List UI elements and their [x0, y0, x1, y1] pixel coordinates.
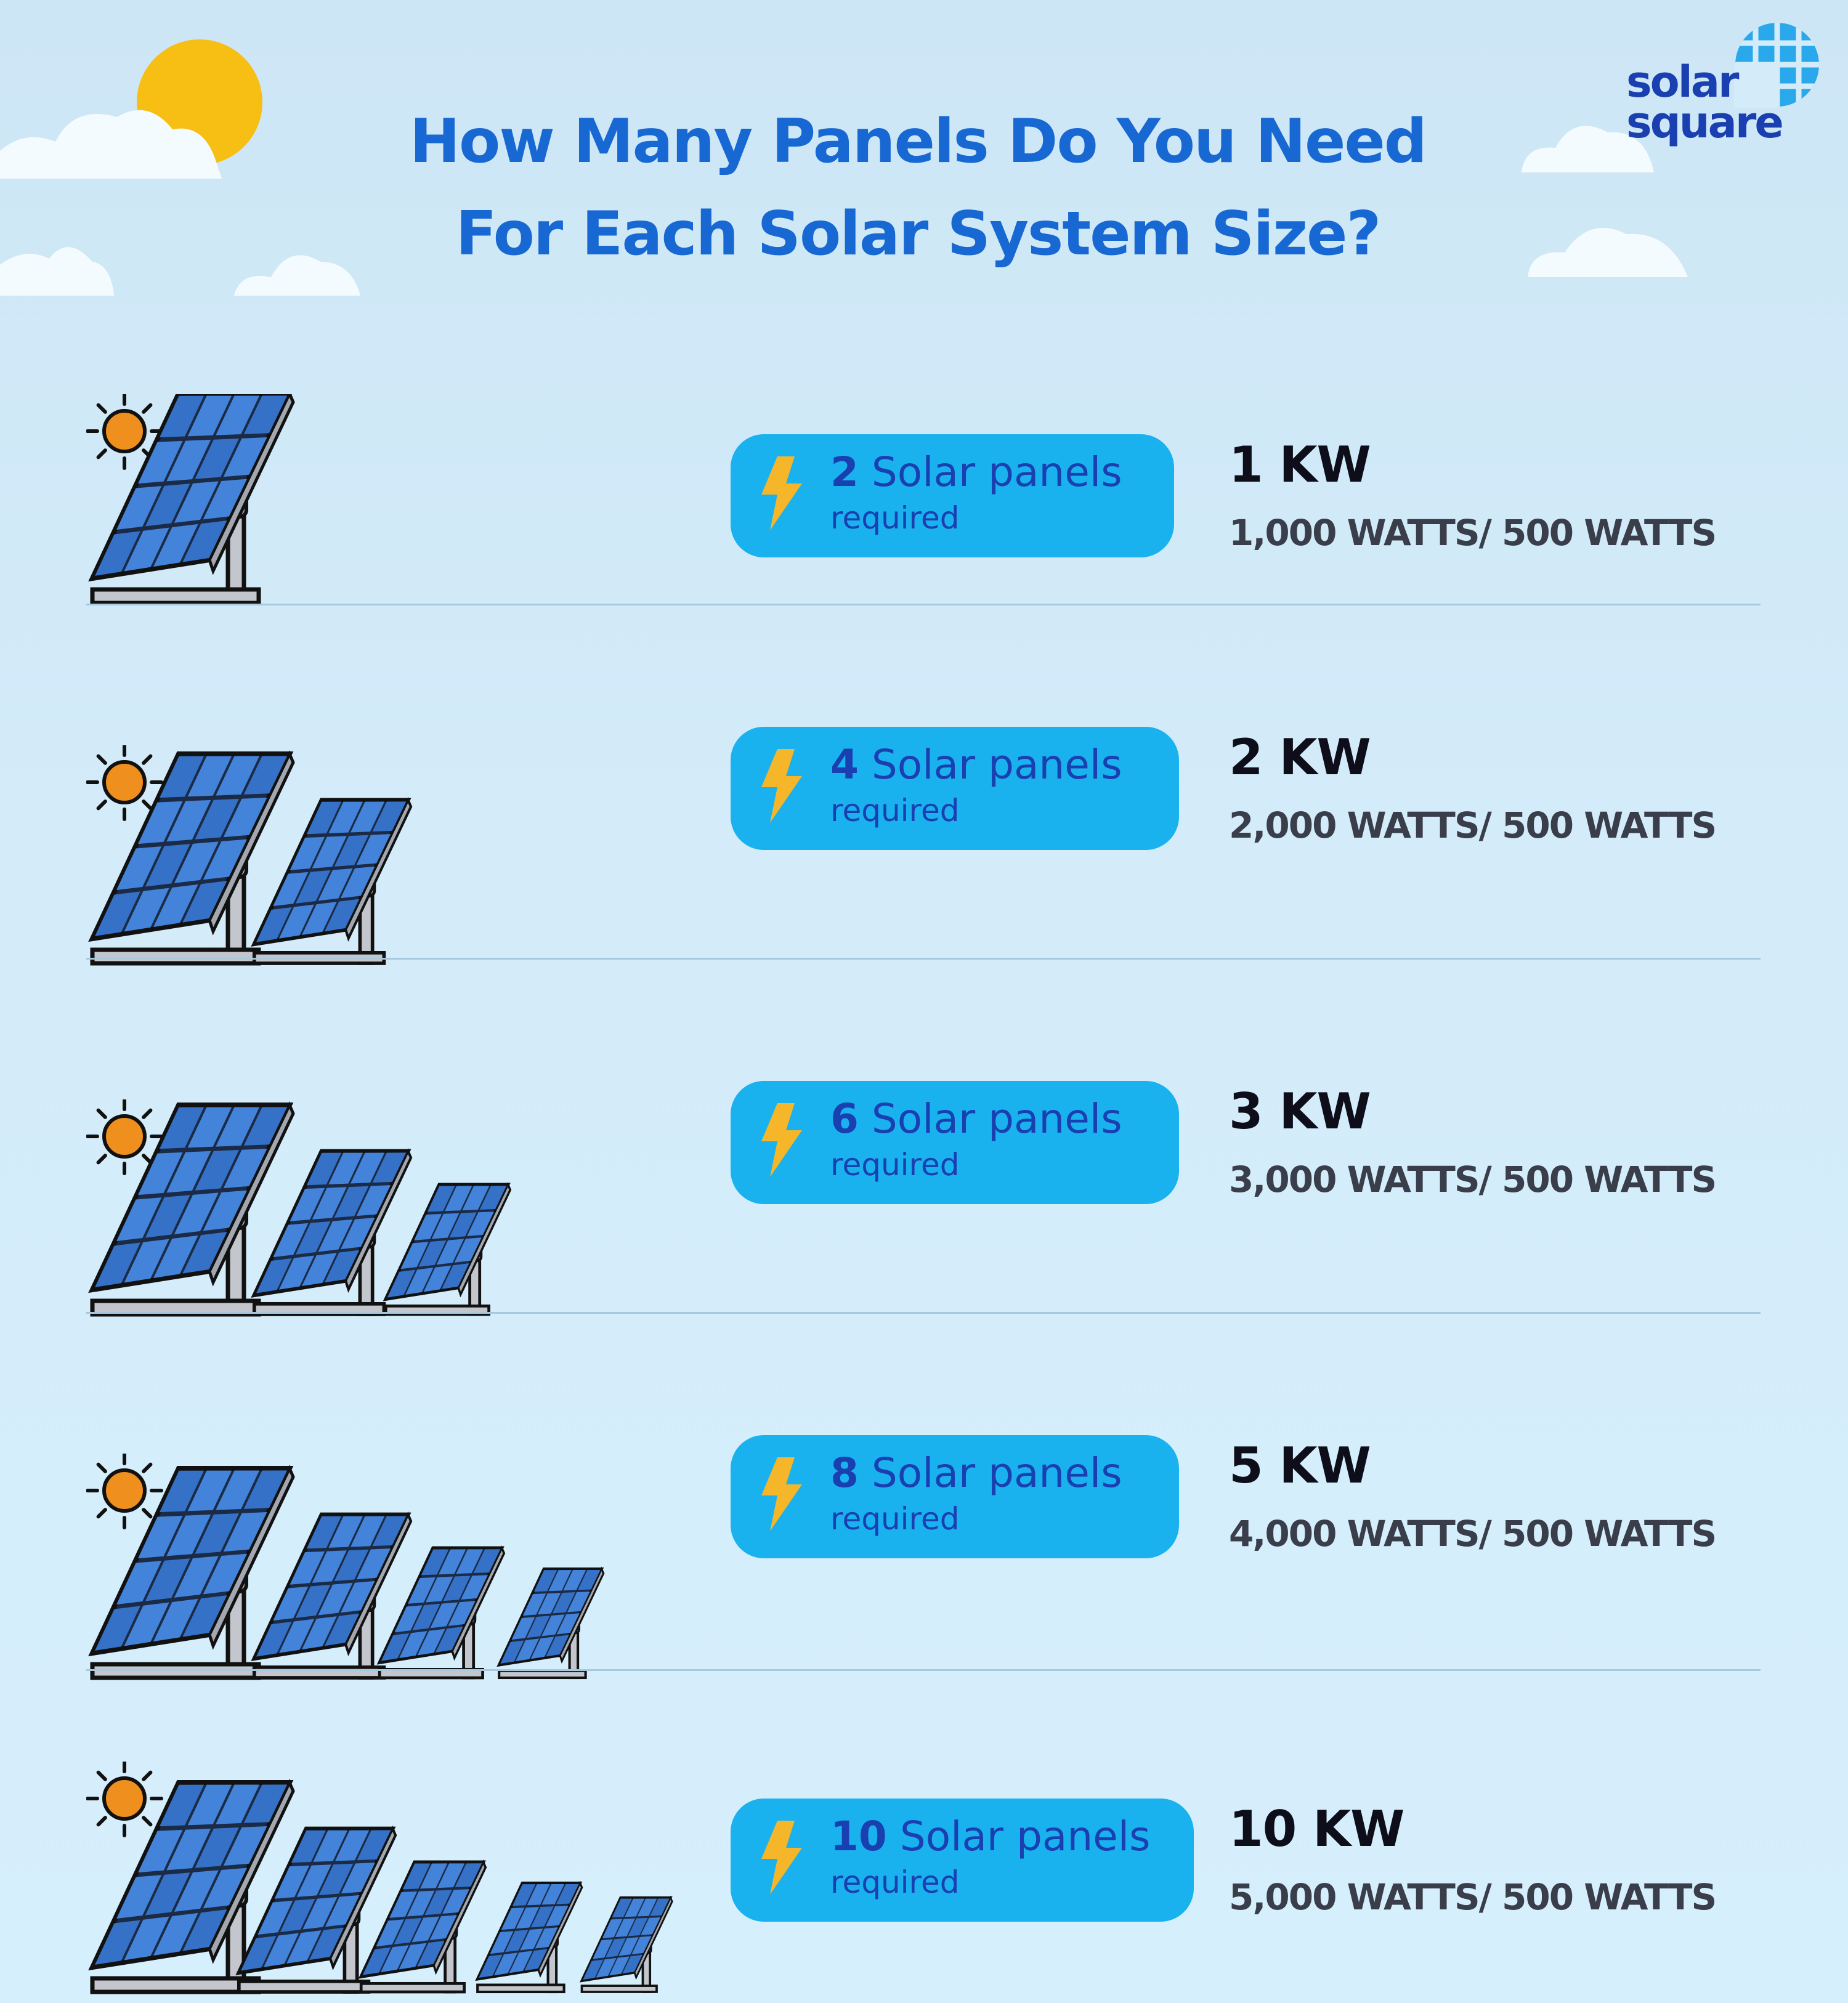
panel-count-label: Solar panels: [858, 448, 1122, 496]
panel-count-number: 10: [830, 1813, 887, 1860]
system-size-watts: 2,000 WATTS/ 500 WATTS: [1229, 804, 1717, 846]
small-sun-icon: [86, 1454, 163, 1529]
page-title-line: For Each Solar System Size?: [455, 199, 1382, 269]
small-sun-icon: [86, 1099, 163, 1175]
solar-panel-icon: [251, 1147, 413, 1316]
panel-count-badge: 8 Solar panels required: [731, 1435, 1179, 1558]
panel-required-text: required: [830, 500, 960, 536]
cloud-icon: [1528, 228, 1688, 277]
system-size-kw: 1 KW: [1229, 436, 1371, 493]
solar-panel-icon: [475, 1880, 583, 1994]
system-size-watts: 1,000 WATTS/ 500 WATTS: [1229, 512, 1717, 554]
row-divider: [86, 958, 1761, 960]
solar-panel-icon: [235, 1825, 397, 1994]
lightning-bolt-icon: [761, 749, 802, 823]
solar-panel-icon: [251, 796, 413, 965]
cloud-icon: [234, 255, 360, 296]
panel-count-text: 2 Solar panels: [830, 448, 1122, 497]
cloud-icon: [1522, 126, 1654, 172]
cloud-icon: [0, 110, 222, 179]
row-divider: [86, 1669, 1761, 1671]
solar-panel-array-icon: [86, 1454, 605, 1680]
solar-panel-icon: [88, 1101, 295, 1317]
panel-count-number: 2: [830, 448, 859, 496]
panel-count-text: 6 Solar panels: [830, 1095, 1122, 1144]
page-title-line: How Many Panels Do You Need: [409, 107, 1427, 177]
panel-required-text: required: [830, 793, 960, 828]
solar-panel-icon: [496, 1566, 605, 1680]
solar-panel-icon: [88, 394, 295, 605]
solar-panel-icon: [88, 1464, 295, 1680]
solar-panel-icon: [88, 750, 295, 966]
solar-grid-logo-icon: [1734, 23, 1819, 108]
panel-count-label: Solar panels: [886, 1813, 1151, 1860]
solarsquare-logo: solar square: [1620, 18, 1823, 160]
lightning-bolt-icon: [761, 1821, 802, 1895]
lightning-bolt-icon: [761, 1103, 802, 1177]
panel-count-badge: 4 Solar panels required: [731, 727, 1179, 850]
panel-count-number: 6: [830, 1095, 859, 1143]
lightning-bolt-icon: [761, 1457, 802, 1531]
system-size-kw: 5 KW: [1229, 1437, 1371, 1494]
panel-count-text: 10 Solar panels: [830, 1812, 1151, 1861]
lightning-bolt-icon: [761, 456, 802, 530]
panel-count-label: Solar panels: [858, 1095, 1122, 1143]
panel-count-text: 4 Solar panels: [830, 740, 1122, 790]
logo-text-line: solar: [1626, 57, 1740, 107]
solar-panel-icon: [383, 1181, 512, 1316]
system-size-kw: 2 KW: [1229, 729, 1371, 786]
system-size-watts: 4,000 WATTS/ 500 WATTS: [1229, 1513, 1717, 1555]
page-title: How Many Panels Do You Need For Each Sol…: [0, 95, 1836, 280]
system-size-watts: 5,000 WATTS/ 500 WATTS: [1229, 1876, 1717, 1918]
panel-count-text: 8 Solar panels: [830, 1449, 1122, 1498]
small-sun-icon: [86, 745, 163, 821]
panel-count-number: 8: [830, 1449, 859, 1497]
panel-count-badge: 2 Solar panels required: [731, 434, 1174, 557]
system-size-kw: 10 KW: [1229, 1800, 1404, 1858]
panel-count-number: 4: [830, 741, 859, 788]
logo-text-line: square: [1626, 97, 1784, 148]
panel-required-text: required: [830, 1501, 960, 1537]
solar-panel-array-icon: [86, 1099, 512, 1317]
panel-required-text: required: [830, 1147, 960, 1183]
solar-panel-icon: [88, 1778, 295, 1994]
panel-count-badge: 10 Solar panels required: [731, 1799, 1194, 1922]
solar-panel-array-icon: [86, 745, 413, 966]
panel-count-label: Solar panels: [858, 1449, 1122, 1497]
panel-count-badge: 6 Solar panels required: [731, 1081, 1179, 1204]
system-size-watts: 3,000 WATTS/ 500 WATTS: [1229, 1159, 1717, 1200]
solar-panel-icon: [376, 1545, 506, 1680]
panel-required-text: required: [830, 1864, 960, 1900]
row-divider: [86, 604, 1761, 605]
panel-count-label: Solar panels: [858, 741, 1122, 788]
solar-panel-icon: [358, 1859, 487, 1994]
system-size-kw: 3 KW: [1229, 1083, 1371, 1140]
small-sun-icon: [86, 1762, 163, 1837]
row-divider: [86, 1312, 1761, 1314]
solar-panel-array-icon: [86, 394, 295, 605]
solar-panel-icon: [579, 1895, 673, 1993]
cloud-icon: [0, 247, 114, 296]
solar-panel-array-icon: [86, 1762, 673, 1994]
